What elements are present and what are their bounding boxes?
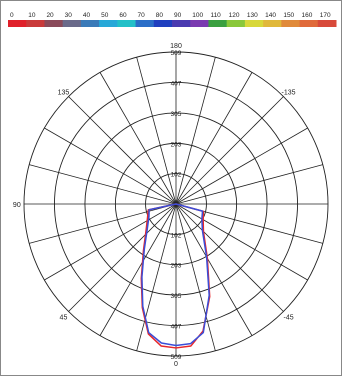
legend-value-label: 130 xyxy=(247,12,258,19)
legend-swatch xyxy=(80,20,100,27)
legend-swatch xyxy=(299,20,319,27)
grid-spoke xyxy=(175,203,253,336)
legend-value-label: 160 xyxy=(302,12,313,19)
angular-tick-label: 0 xyxy=(174,361,178,368)
grid-spoke xyxy=(99,72,177,205)
legend-swatch xyxy=(62,20,82,27)
grid-spoke xyxy=(68,203,177,312)
legend-value-label: 10 xyxy=(28,12,36,19)
grid-spoke xyxy=(175,203,308,281)
legend-value-label: 90 xyxy=(174,12,182,19)
grid-spoke xyxy=(175,72,253,205)
grid-spoke xyxy=(44,203,177,281)
legend-swatch xyxy=(263,20,282,27)
legend-swatch xyxy=(8,20,27,27)
grid-spoke xyxy=(175,57,216,205)
grid-spoke xyxy=(136,203,177,351)
legend-value-label: 140 xyxy=(265,12,276,19)
radial-tick-label: 509 xyxy=(171,50,182,57)
grid-spoke xyxy=(68,96,177,205)
series-curve xyxy=(140,203,211,349)
legend-swatch xyxy=(135,20,155,27)
legend-swatch xyxy=(281,20,301,27)
legend-swatch xyxy=(44,20,64,27)
legend-swatch xyxy=(244,20,264,27)
grid-spoke xyxy=(29,203,177,244)
radial-tick-label: 102 xyxy=(171,172,182,179)
radial-tick-label: 509 xyxy=(171,354,182,361)
legend-value-label: 0 xyxy=(10,12,14,19)
grid-spoke xyxy=(99,203,177,336)
legend-value-label: 50 xyxy=(101,12,109,19)
legend-swatch xyxy=(208,20,228,27)
legend-value-label: 80 xyxy=(156,12,164,19)
polar-grid xyxy=(23,51,329,357)
radial-tick-label: 407 xyxy=(171,324,182,331)
radial-tick-label: 407 xyxy=(171,80,182,87)
legend-value-label: 70 xyxy=(138,12,146,19)
legend-swatch xyxy=(226,20,246,27)
legend-value-label: 120 xyxy=(229,12,240,19)
grid-spoke xyxy=(175,127,308,205)
legend-value-label: 110 xyxy=(210,12,221,19)
legend-swatch xyxy=(117,20,137,27)
angular-tick-label: -135 xyxy=(282,89,296,96)
legend-swatch xyxy=(26,20,45,27)
legend-swatch xyxy=(153,20,173,27)
radial-tick-label: 305 xyxy=(171,293,182,300)
legend-swatch xyxy=(99,20,118,27)
grid-spoke xyxy=(29,164,177,205)
legend-value-label: 100 xyxy=(192,12,203,19)
legend-swatch xyxy=(172,20,191,27)
angular-tick-label: -45 xyxy=(283,315,293,322)
legend-value-label: 40 xyxy=(83,12,91,19)
color-legend: 0 10 20 30 40 50 60 70 80 90 100 110 120 130 140 150 160… xyxy=(8,12,337,27)
legend-swatch xyxy=(317,20,337,27)
series-group xyxy=(140,203,211,349)
legend-swatch xyxy=(190,20,209,27)
radial-tick-label: 305 xyxy=(171,111,182,118)
angular-tick-label: 180 xyxy=(170,43,182,50)
legend-value-label: 170 xyxy=(320,12,331,19)
grid-spoke xyxy=(136,57,177,205)
grid-spoke xyxy=(175,164,323,205)
radial-tick-label: 203 xyxy=(171,141,182,148)
grid-spoke xyxy=(44,127,177,205)
legend-value-label: 150 xyxy=(283,12,294,19)
radial-tick-label: 203 xyxy=(171,263,182,270)
angular-tick-label: 45 xyxy=(60,315,68,322)
angular-tick-label: 135 xyxy=(58,89,70,96)
grid-spoke xyxy=(175,96,284,205)
legend-value-label: 60 xyxy=(119,12,127,19)
series-curve xyxy=(141,203,210,347)
grid-spoke xyxy=(175,203,216,351)
grid-spoke xyxy=(175,203,284,312)
radial-tick-label: 102 xyxy=(171,232,182,239)
legend-value-label: 30 xyxy=(65,12,73,19)
angular-tick-label: 90 xyxy=(13,202,21,209)
legend-value-label: 20 xyxy=(46,12,54,19)
